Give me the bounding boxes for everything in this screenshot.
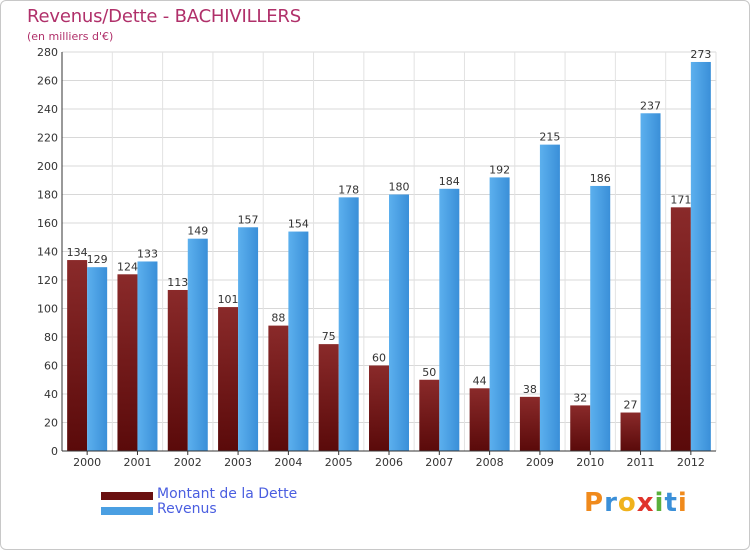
bar-revenus [137, 261, 158, 451]
x-tick-label: 2011 [627, 456, 655, 469]
y-tick-label: 20 [44, 417, 58, 430]
bar-revenus [87, 267, 108, 451]
y-tick-label: 260 [37, 75, 58, 88]
bar-revenus [539, 144, 560, 451]
bar-debt [519, 396, 540, 451]
bar-revenus [389, 194, 409, 451]
data-label: 101 [218, 293, 239, 306]
data-label: 184 [439, 175, 460, 188]
chart-title: Revenus/Dette - BACHIVILLERS [27, 6, 301, 27]
axis-layer: 0 20 40 60 80 100 120 140 160 180 200 220 240 260 280 1… [37, 46, 716, 469]
data-label: 157 [238, 213, 259, 226]
data-label: 75 [322, 330, 336, 343]
bar-debt [318, 344, 339, 451]
x-tick-label: 2001 [123, 456, 151, 469]
x-tick-label: 2010 [576, 456, 604, 469]
y-tick-label: 120 [37, 274, 58, 287]
x-tick-label: 2000 [73, 456, 101, 469]
x-tick-label: 2002 [174, 456, 202, 469]
data-label: 215 [539, 131, 560, 144]
bar-revenus [640, 113, 661, 452]
x-tick-label: 2006 [375, 456, 403, 469]
data-label: 44 [473, 374, 487, 387]
y-tick-label: 160 [37, 217, 58, 230]
data-label: 50 [422, 366, 436, 379]
y-tick-label: 220 [37, 132, 58, 145]
data-label: 32 [573, 391, 587, 404]
legend-swatch-debt [101, 492, 153, 500]
data-label: 27 [624, 399, 638, 412]
legend-label-debt: Montant de la Dette [157, 486, 298, 502]
data-label: 178 [338, 183, 359, 196]
x-tick-label: 2004 [274, 456, 302, 469]
data-label: 129 [87, 253, 108, 266]
bar-debt [570, 405, 591, 451]
bar-debt [268, 325, 289, 451]
bar-revenus [489, 177, 510, 451]
bar-debt [218, 307, 239, 451]
proxiti-logo: Proxiti [584, 488, 688, 518]
y-tick-label: 180 [37, 189, 58, 202]
bar-debt [620, 412, 641, 451]
bar-revenus [338, 197, 359, 451]
y-tick-label: 240 [37, 103, 58, 116]
data-label: 113 [167, 276, 188, 289]
data-label: 124 [117, 260, 138, 273]
data-label: 133 [137, 247, 158, 260]
legend-label-revenus: Revenus [157, 501, 217, 517]
chart-subtitle: (en milliers d'€) [27, 30, 114, 43]
y-tick-label: 100 [37, 303, 58, 316]
logo-letter: i [677, 488, 688, 518]
bar-revenus [590, 185, 611, 451]
y-tick-label: 80 [44, 331, 58, 344]
bar-debt [167, 289, 188, 451]
bar-debt [117, 274, 138, 451]
data-label: 171 [670, 193, 691, 206]
bar-debt [419, 379, 440, 451]
bar-revenus [439, 188, 460, 452]
y-tick-label: 140 [37, 246, 58, 259]
bar-debt [67, 260, 88, 451]
y-tick-label: 280 [37, 46, 58, 59]
logo-letter: x [636, 488, 655, 518]
bar-debt [369, 365, 389, 451]
x-tick-label: 2009 [526, 456, 554, 469]
logo-letter: P [584, 488, 605, 518]
x-tick-label: 2012 [677, 456, 705, 469]
bar-revenus [187, 238, 208, 451]
bar-revenus [288, 231, 309, 451]
data-label: 237 [640, 99, 661, 112]
logo-letter: r [604, 488, 618, 518]
data-label: 134 [67, 246, 88, 259]
bar-revenus [238, 227, 259, 451]
data-label: 186 [590, 172, 611, 185]
logo-letter: i [654, 488, 665, 518]
data-label: 180 [389, 181, 410, 194]
x-tick-label: 2008 [476, 456, 504, 469]
x-tick-label: 2007 [425, 456, 453, 469]
x-tick-label: 2005 [325, 456, 353, 469]
data-label: 38 [523, 383, 537, 396]
data-label: 273 [690, 48, 711, 61]
data-label: 149 [187, 225, 208, 238]
data-label: 60 [372, 352, 386, 365]
y-tick-label: 40 [44, 388, 58, 401]
bar-debt [670, 207, 691, 451]
legend-swatch-revenus [101, 507, 153, 515]
bar-debt [469, 388, 490, 451]
data-label: 154 [288, 218, 309, 231]
bars-layer [67, 61, 711, 452]
y-tick-label: 60 [44, 360, 58, 373]
x-tick-label: 2003 [224, 456, 252, 469]
y-tick-label: 0 [51, 445, 58, 458]
bar-revenus [690, 61, 711, 451]
logo-letter: t [664, 488, 678, 518]
y-tick-label: 200 [37, 160, 58, 173]
data-label: 88 [271, 312, 285, 325]
data-label: 192 [489, 163, 510, 176]
logo-letter: o [617, 488, 637, 518]
